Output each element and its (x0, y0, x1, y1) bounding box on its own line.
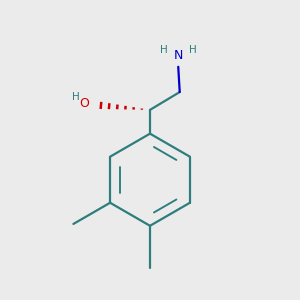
Text: H: H (72, 92, 80, 102)
Text: N: N (173, 49, 183, 62)
Text: H: H (189, 45, 196, 56)
Text: H: H (160, 45, 168, 56)
Text: O: O (80, 97, 89, 110)
